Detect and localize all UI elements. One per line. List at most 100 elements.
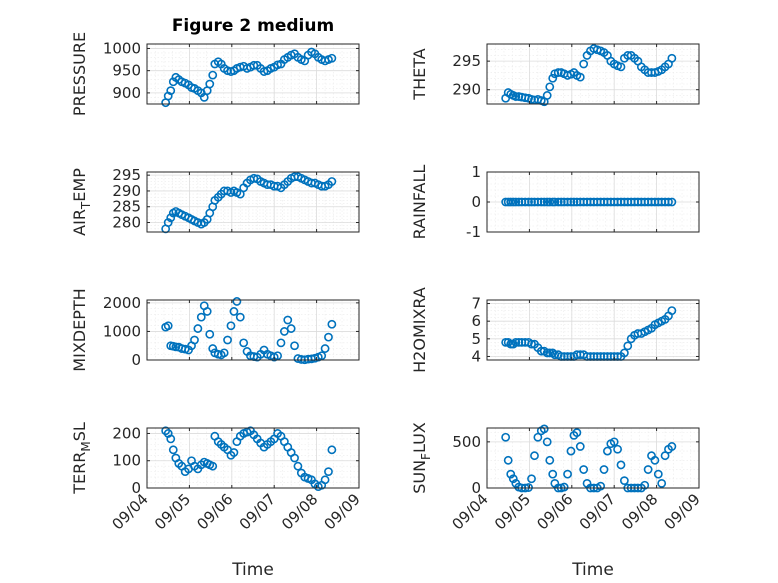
y-axis-label-subscript: F <box>419 453 433 460</box>
data-point <box>579 59 589 69</box>
data-point <box>603 446 612 456</box>
y-tick-label: 295 <box>452 52 481 70</box>
y-tick-label: 7 <box>471 295 481 313</box>
data-point <box>273 351 282 361</box>
data-point <box>511 92 521 101</box>
x-tick-label: 09/09 <box>321 490 364 533</box>
data-point <box>650 455 660 465</box>
data-point <box>235 312 245 322</box>
x-tick-label: 09/06 <box>533 490 576 533</box>
data-point <box>536 197 546 207</box>
y-tick-label: 5 <box>471 330 481 348</box>
data-point <box>226 321 236 331</box>
y-tick-label: 1 <box>471 163 481 181</box>
axes-box <box>486 43 700 105</box>
figure-title: Figure 2 medium <box>172 16 334 36</box>
x-axis-label: Time <box>231 560 274 580</box>
y-tick-label: 290 <box>112 182 141 200</box>
data-point <box>501 337 511 347</box>
y-tick-label: -1 <box>466 223 481 241</box>
axes-box <box>146 171 360 233</box>
data-point <box>208 461 218 471</box>
y-axis-label-suffix: EMP <box>70 168 89 202</box>
data-point <box>545 348 555 358</box>
data-point <box>208 344 218 353</box>
y-axis-label: AIRTEMP <box>70 168 93 236</box>
data-point <box>514 197 524 207</box>
data-point <box>196 312 206 322</box>
y-axis-label-subscript: M <box>79 441 93 451</box>
data-point <box>545 197 555 207</box>
y-tick-label: 0 <box>131 351 141 369</box>
data-point <box>539 197 549 207</box>
y-tick-label: 1000 <box>103 322 141 340</box>
x-tick-label: 09/05 <box>151 490 194 533</box>
data-point <box>168 77 178 87</box>
data-point <box>193 324 203 333</box>
y-axis-label-main: TERR <box>70 452 89 495</box>
data-point <box>545 82 555 92</box>
data-point <box>550 197 560 207</box>
data-point <box>575 72 585 82</box>
data-point <box>508 474 518 484</box>
data-point <box>539 424 549 434</box>
data-point <box>524 197 533 207</box>
subplot-8: 0 500 09/04 09/05 09/06 09/07 09/08 09/09 Time SU… <box>410 422 704 580</box>
data-point <box>536 346 546 356</box>
data-point <box>511 197 521 207</box>
data-point <box>566 197 576 207</box>
y-tick-label: 0 <box>131 479 141 497</box>
data-point <box>596 481 606 491</box>
data-point <box>249 173 259 183</box>
data-point <box>327 445 337 455</box>
y-axis-label-main: THETA <box>410 48 429 100</box>
data-point <box>290 341 299 351</box>
y-axis-label-main: AIR <box>70 209 89 236</box>
data-point <box>202 307 212 316</box>
y-tick-label: 4 <box>471 347 481 365</box>
data-point <box>506 197 516 207</box>
x-tick-label: 09/07 <box>236 490 279 533</box>
x-tick-label: 09/08 <box>278 490 321 533</box>
y-tick-label: 295 <box>112 166 141 184</box>
data-point <box>575 442 585 451</box>
data-point <box>205 329 215 339</box>
axes-box <box>486 299 700 361</box>
y-axis-label: H2OMIXRA <box>410 287 429 373</box>
x-axis-label: Time <box>571 560 614 580</box>
data-point <box>327 177 337 186</box>
data-point <box>501 432 511 442</box>
data-point <box>616 460 626 470</box>
x-tick-label: 09/07 <box>576 490 619 533</box>
data-point <box>660 451 670 461</box>
data-point <box>533 197 543 207</box>
data-point <box>503 455 513 465</box>
data-point <box>283 315 293 325</box>
data-point <box>548 73 558 83</box>
data-point <box>320 344 330 353</box>
data-point <box>229 448 239 457</box>
data-point <box>664 197 673 207</box>
axes-box <box>146 427 360 489</box>
data-point <box>166 213 176 223</box>
y-axis-label: THETA <box>410 48 429 100</box>
data-point <box>653 469 663 479</box>
data-point <box>232 297 242 306</box>
data-point <box>572 428 582 438</box>
y-axis-label: MIXDEPTH <box>70 288 89 371</box>
y-tick-label: 900 <box>112 84 141 102</box>
x-tick-label: 09/04 <box>449 490 492 533</box>
data-point <box>249 60 259 70</box>
data-point <box>320 475 330 485</box>
y-axis-label: PRESSURE <box>70 32 89 116</box>
y-axis-label-main: H2OMIXRA <box>410 287 429 373</box>
y-tick-label: 500 <box>452 433 481 451</box>
data-point <box>511 337 521 347</box>
data-point <box>527 197 536 207</box>
y-axis-label-main: RAINFALL <box>410 165 429 240</box>
data-point <box>548 348 558 358</box>
data-point <box>327 53 337 63</box>
data-point <box>163 218 173 227</box>
data-point <box>208 70 218 80</box>
data-point <box>667 442 677 451</box>
